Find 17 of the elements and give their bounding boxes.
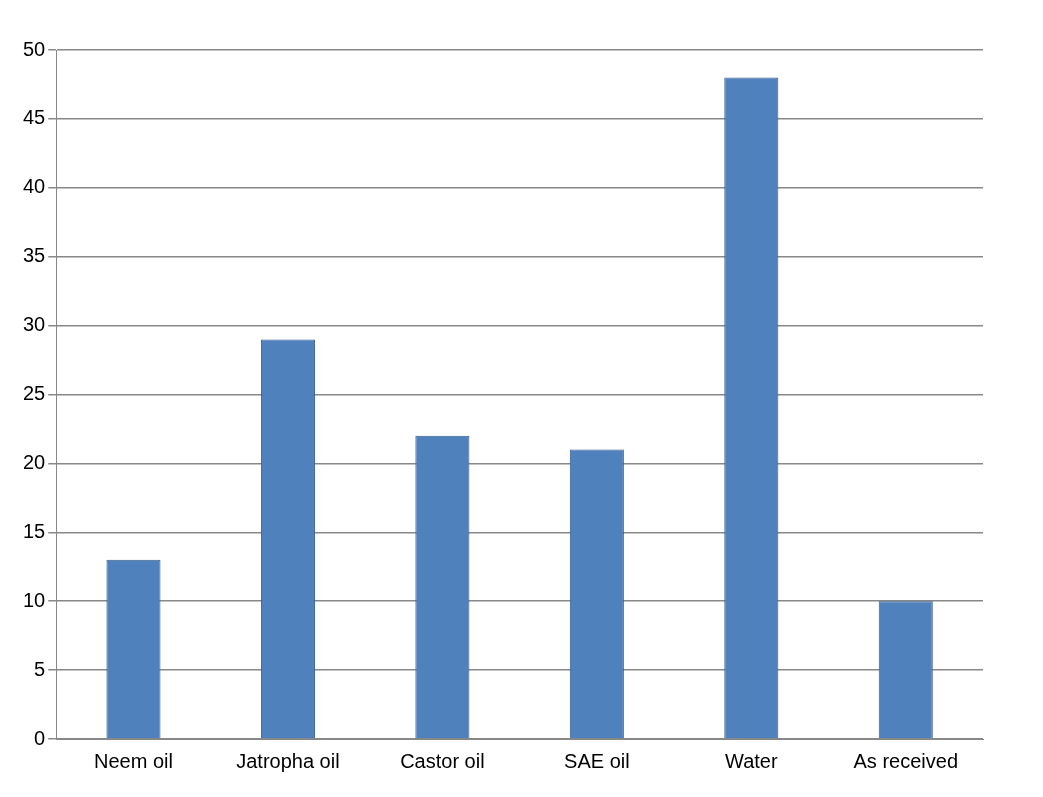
x-tick-label: Castor oil: [400, 749, 485, 772]
y-tick-label: 15: [23, 519, 46, 542]
y-tick-label: 45: [23, 106, 46, 129]
x-tick-label: As received: [853, 749, 959, 772]
y-tick-label: 30: [23, 313, 46, 336]
y-tick-label: 40: [23, 175, 46, 198]
x-tick-label: Jatropha oil: [236, 749, 340, 772]
y-tick-label: 10: [23, 588, 46, 611]
y-tick-label: 20: [23, 450, 46, 473]
y-tick-label: 0: [34, 726, 46, 749]
y-tick-label: 50: [23, 37, 46, 60]
x-tick-label: Water: [725, 749, 778, 772]
y-tick-label: 35: [23, 244, 46, 267]
y-tick-label: 25: [23, 382, 46, 405]
x-tick-label: Neem oil: [94, 749, 173, 772]
x-tick-label: SAE oil: [564, 749, 630, 772]
y-tick-label: 5: [34, 657, 46, 680]
